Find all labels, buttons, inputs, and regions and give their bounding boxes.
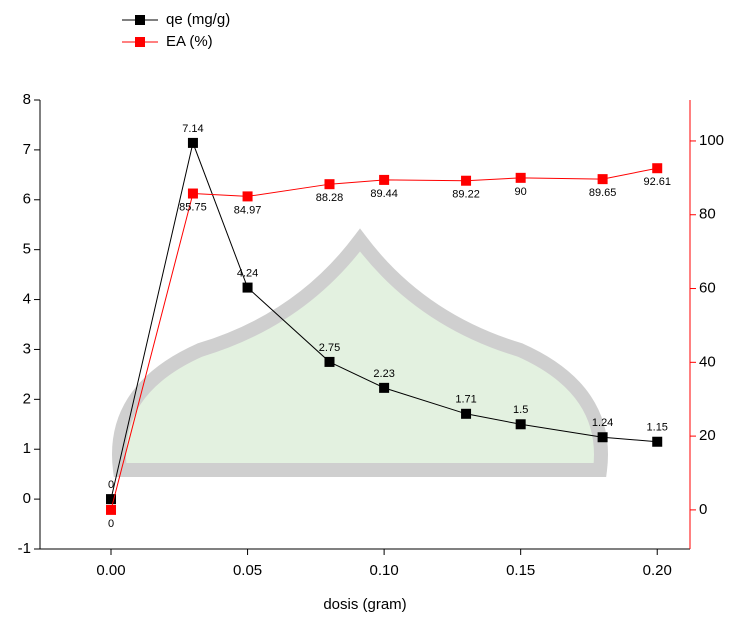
marker [243,191,253,201]
y-tick-label: 7 [23,141,31,158]
y2-tick-label: 80 [699,206,716,223]
data-label: 89.44 [370,188,398,200]
data-label: 92.61 [643,176,671,188]
y2-tick-label: 100 [699,132,724,149]
data-label: 0 [108,479,114,491]
y-tick-label: 2 [23,390,31,407]
legend-marker [135,37,145,47]
marker [516,419,526,429]
data-label: 89.65 [589,187,617,199]
marker [516,173,526,183]
data-label: 88.28 [316,192,344,204]
y2-tick-label: 60 [699,279,716,296]
marker [652,437,662,447]
y-tick-label: 1 [23,440,31,457]
marker [461,176,471,186]
data-label: 85.75 [179,201,207,213]
data-label: 1.5 [513,404,528,416]
legend-label: EA (%) [166,33,213,50]
marker [598,174,608,184]
marker [188,189,198,199]
chart: dosis (gram) 0.00 0.05 0.10 0.15 0.20 -1 0 1 2 3 4… [0,0,740,617]
x-tick-label: 0.00 [96,562,125,579]
marker [324,179,334,189]
data-label: 1.71 [455,394,476,406]
data-label: 4.24 [237,267,258,279]
y-tick-label: 3 [23,340,31,357]
data-label: 7.14 [182,123,203,135]
marker [379,175,389,185]
marker [461,409,471,419]
y2-tick-label: 0 [699,501,707,518]
x-axis-label: dosis (gram) [323,596,406,613]
y-tick-label: 6 [23,191,31,208]
y-tick-label: 5 [23,241,31,258]
y-tick-label: 4 [23,291,31,308]
marker [652,163,662,173]
x-tick-label: 0.10 [370,562,399,579]
data-label: 1.15 [647,422,668,434]
data-label: 0 [108,518,114,530]
marker [379,383,389,393]
watermark [119,240,601,470]
y2-tick-label: 20 [699,427,716,444]
data-label: 2.23 [373,368,394,380]
data-label: 2.75 [319,342,340,354]
y-tick-label: 0 [23,490,31,507]
data-label: 84.97 [234,204,262,216]
legend-label: qe (mg/g) [166,11,230,28]
data-label: 89.22 [452,189,480,201]
x-tick-label: 0.20 [643,562,672,579]
marker [106,505,116,515]
data-label: 90 [515,186,527,198]
y2-tick-label: 40 [699,353,716,370]
marker [598,432,608,442]
x-tick-label: 0.15 [506,562,535,579]
marker [324,357,334,367]
y-tick-label: 8 [23,91,31,108]
marker [188,138,198,148]
y-tick-label: -1 [18,540,31,557]
x-tick-label: 0.05 [233,562,262,579]
data-label: 1.24 [592,417,613,429]
legend-marker [135,15,145,25]
marker [243,283,253,293]
